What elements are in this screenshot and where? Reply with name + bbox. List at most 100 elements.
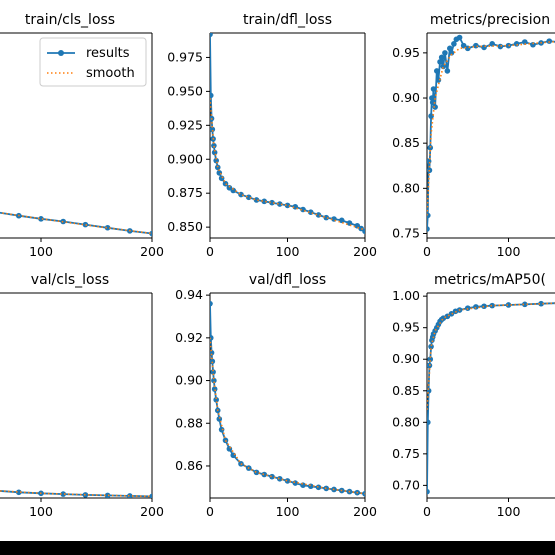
results-point — [428, 343, 434, 350]
results-point — [489, 302, 496, 309]
x-tick-label: 200 — [353, 244, 377, 259]
results-point — [127, 493, 133, 498]
y-tick-label: 0.90 — [392, 351, 420, 366]
y-tick-label: 0.75 — [392, 446, 420, 461]
results-point — [481, 303, 487, 310]
results-point — [284, 478, 291, 484]
results-point — [222, 437, 229, 444]
results-point — [60, 491, 66, 497]
results-line — [210, 303, 365, 495]
legend-results-label: results — [86, 46, 130, 61]
y-tick-label: 1.00 — [392, 288, 420, 303]
y-tick-label: 0.950 — [167, 83, 203, 98]
results-point — [210, 300, 213, 307]
panel-train-dfl-loss: train/dfl_loss 0 100 200 0.850 0.875 0.900 0.92… — [167, 12, 377, 259]
results-point — [513, 41, 520, 47]
results-point — [226, 446, 233, 452]
results-point — [210, 126, 216, 133]
results-point — [210, 335, 214, 341]
results-point — [427, 419, 431, 426]
smooth-line — [210, 337, 365, 495]
x-tick-label: 200 — [140, 244, 164, 259]
legend-box — [39, 37, 147, 87]
smooth-line — [210, 98, 365, 231]
results-point — [448, 311, 455, 317]
results-point — [497, 43, 504, 50]
results-point — [530, 41, 536, 48]
results-point — [432, 104, 438, 110]
results-point — [429, 99, 436, 106]
results-point — [38, 216, 44, 222]
x-tick-label: 200 — [353, 504, 377, 519]
results-point — [427, 226, 430, 232]
x-tick-label: 100 — [276, 504, 300, 519]
panel-metrics-precision: metrics/precision 0 100 0.75 0.80 0.85 0.90 0.9… — [392, 12, 555, 259]
results-line — [0, 490, 152, 498]
results-point — [473, 304, 479, 310]
results-point — [104, 492, 111, 498]
results-point — [245, 194, 252, 201]
panel-title: train/dfl_loss — [243, 12, 332, 28]
results-point — [338, 217, 345, 224]
results-point — [230, 452, 237, 459]
results-point — [292, 480, 299, 486]
y-tick-label: 0.900 — [167, 151, 203, 166]
plot-area — [0, 211, 152, 237]
panel-title: val/cls_loss — [31, 272, 109, 288]
y-tick-label: 0.875 — [167, 185, 203, 200]
results-point — [261, 198, 268, 205]
results-point — [437, 59, 443, 65]
panel-val-dfl-loss: val/dfl_loss 0 100 200 0.86 0.88 0.90 0.92 0.94 — [175, 272, 377, 519]
y-tick-label: 0.95 — [392, 320, 420, 335]
results-point — [211, 377, 217, 384]
results-point — [438, 54, 445, 61]
x-tick-label: 0 — [206, 504, 214, 519]
bottom-bar — [0, 541, 555, 555]
results-point — [82, 221, 89, 228]
y-tick-label: 0.975 — [167, 49, 203, 64]
panel-title: train/cls_loss — [25, 12, 115, 28]
y-tick-label: 0.70 — [392, 477, 420, 492]
y-tick-label: 0.85 — [392, 135, 420, 150]
results-point — [489, 41, 496, 47]
y-tick-label: 0.92 — [175, 330, 203, 345]
results-point — [210, 369, 216, 375]
results-point — [451, 41, 457, 47]
panel-title: metrics/precision — [430, 12, 550, 28]
results-point — [269, 199, 275, 206]
y-tick-label: 0.94 — [175, 287, 203, 302]
y-tick-label: 0.925 — [167, 117, 203, 132]
y-tick-label: 0.90 — [392, 90, 420, 105]
results-point — [362, 490, 365, 497]
smooth-line — [0, 211, 152, 235]
results-point — [433, 68, 440, 74]
x-tick-label: 0 — [423, 244, 431, 259]
results-point — [218, 426, 225, 433]
x-tick-label: 100 — [497, 504, 521, 519]
results-point — [104, 224, 111, 231]
x-tick-label: 100 — [276, 244, 300, 259]
y-tick-label: 0.95 — [392, 45, 420, 60]
y-tick-label: 0.80 — [392, 414, 420, 429]
panel-title: val/dfl_loss — [249, 272, 326, 288]
results-point — [307, 483, 314, 490]
results-point — [15, 489, 22, 496]
results-point — [210, 92, 214, 99]
results-point — [456, 34, 463, 41]
results-point — [214, 164, 221, 171]
results-point — [253, 469, 260, 476]
y-tick-label: 0.85 — [392, 383, 420, 398]
results-line — [427, 302, 555, 492]
results-point — [430, 86, 437, 92]
results-point — [447, 45, 453, 52]
results-point — [276, 201, 283, 207]
results-point — [211, 142, 217, 149]
legend: results smooth — [39, 37, 147, 87]
results-point — [505, 42, 512, 49]
results-point — [435, 77, 442, 83]
y-tick-label: 0.88 — [175, 415, 203, 430]
results-point — [216, 416, 223, 422]
plot-area — [427, 300, 555, 495]
